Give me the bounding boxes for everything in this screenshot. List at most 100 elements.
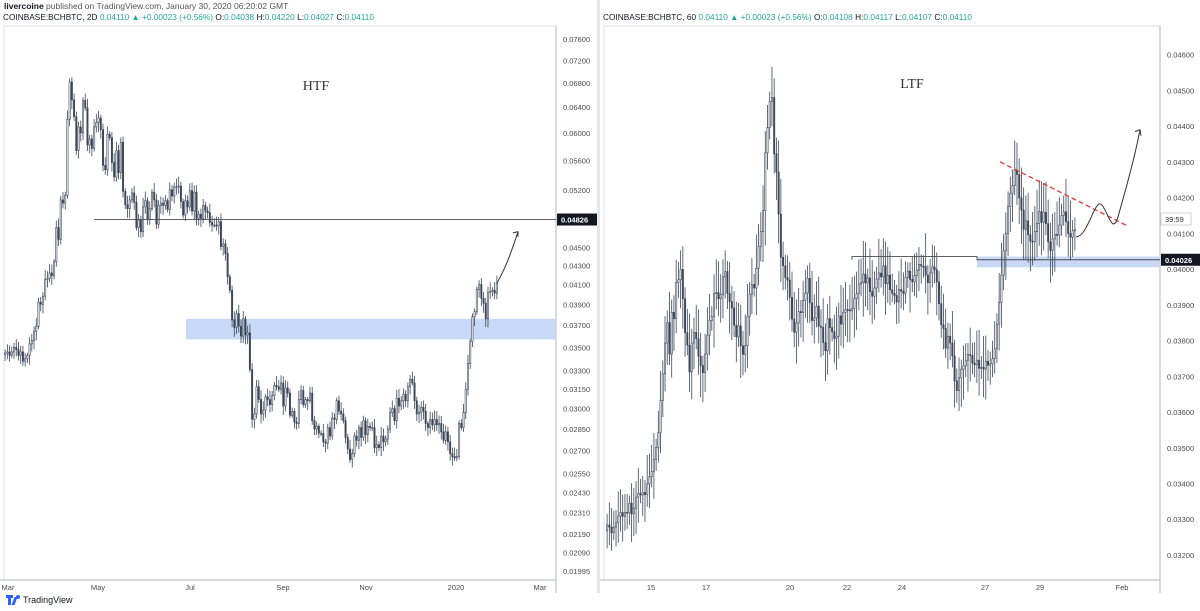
htf-candle: [426, 423, 429, 428]
htf-x-tick-label: 2020: [448, 583, 465, 592]
ltf-candle: [853, 298, 856, 310]
htf-symbol[interactable]: COINBASE:BCHBTC, 2D: [3, 12, 98, 22]
htf-candle: [68, 81, 71, 120]
tradingview-logo-text: TradingView: [23, 595, 73, 605]
ltf-y-tick-label: 0.03200: [1167, 551, 1194, 560]
htf-candle: [153, 191, 156, 201]
htf-candlestick-chart[interactable]: 0.07600 0.07200 0.06800 0.06400 0.06000 0.056…: [0, 12, 597, 594]
tradingview-logo-icon: [6, 595, 20, 605]
htf-candle: [311, 392, 314, 422]
ltf-candle: [875, 278, 878, 289]
ltf-candle: [857, 283, 860, 295]
htf-chart-panel[interactable]: COINBASE:BCHBTC, 2D 0.04110 ▲ +0.00023 (…: [0, 12, 597, 594]
ltf-candle: [866, 277, 869, 284]
ltf-candle: [840, 315, 842, 325]
htf-candle: [157, 205, 160, 225]
ltf-candle: [724, 271, 727, 278]
htf-candle: [26, 355, 29, 360]
ltf-candle: [690, 342, 693, 373]
htf-candle: [280, 382, 283, 390]
ltf-ohlc-legend: COINBASE:BCHBTC, 60 0.04110 ▲ +0.00023 (…: [603, 12, 973, 22]
htf-x-tick-label: May: [91, 583, 105, 592]
htf-high: 0.04220: [264, 12, 295, 22]
ltf-y-tick-label: 0.03400: [1167, 479, 1194, 488]
ltf-candle: [1069, 233, 1072, 238]
ltf-candle: [710, 316, 713, 321]
ltf-candle: [920, 264, 923, 267]
ltf-candle: [855, 293, 858, 300]
htf-candle: [208, 212, 211, 223]
htf-candle: [409, 378, 412, 388]
ltf-candle: [646, 483, 649, 495]
ltf-candlestick-chart[interactable]: 0.04600 0.04500 0.04400 0.04300 0.04200 0.041…: [600, 12, 1200, 594]
ltf-candle: [770, 97, 773, 102]
htf-candle: [306, 399, 309, 402]
ltf-candle: [848, 309, 851, 312]
ltf-x-tick-label: 29: [1036, 583, 1044, 592]
htf-y-tick-label: 0.04500: [563, 243, 590, 252]
htf-y-tick-label: 0.07200: [563, 56, 590, 65]
ltf-candle: [615, 522, 617, 528]
htf-candle: [464, 388, 467, 413]
ltf-candle: [1053, 234, 1056, 240]
ltf-candle: [668, 322, 671, 355]
ltf-y-tick-label: 0.03300: [1167, 515, 1194, 524]
htf-y-tick-label: 0.02310: [563, 509, 590, 518]
ltf-candle: [750, 284, 753, 295]
htf-candle: [17, 349, 20, 356]
ltf-candle: [704, 353, 707, 373]
htf-candle: [41, 295, 44, 305]
ltf-candle: [1062, 211, 1065, 216]
htf-x-tick-label: Mar: [2, 583, 15, 592]
ltf-candle: [1007, 206, 1010, 234]
ltf-countdown-bg: [1160, 212, 1192, 226]
htf-candle: [333, 417, 336, 420]
htf-x-tick-label: Nov: [359, 583, 373, 592]
htf-candle: [391, 408, 394, 413]
ltf-candle: [1024, 220, 1027, 230]
htf-candle: [371, 427, 374, 429]
htf-candle: [211, 222, 214, 226]
ltf-y-tick-label: 0.04300: [1167, 158, 1194, 167]
htf-candle: [242, 318, 245, 337]
htf-candle: [102, 129, 104, 166]
ltf-candle: [784, 265, 787, 278]
ltf-candle: [973, 362, 976, 366]
ltf-candle: [1038, 211, 1041, 224]
ltf-candle: [775, 153, 778, 173]
ltf-chart-panel[interactable]: COINBASE:BCHBTC, 60 0.04110 ▲ +0.00023 (…: [600, 12, 1200, 594]
ltf-x-tick-label: 27: [981, 583, 989, 592]
ltf-candle: [675, 282, 678, 320]
htf-candle: [440, 423, 443, 433]
htf-candle: [415, 400, 418, 415]
htf-candle: [46, 278, 49, 280]
htf-candle: [97, 117, 100, 123]
ltf-candle: [764, 152, 767, 211]
ltf-candle: [909, 270, 912, 280]
htf-candle: [482, 297, 485, 304]
htf-candle: [44, 279, 47, 297]
ltf-candle: [648, 476, 651, 485]
ltf-horizontal-level: [851, 256, 1160, 261]
htf-candle: [79, 126, 82, 134]
ltf-candle: [737, 325, 740, 338]
ltf-open: 0.04108: [822, 12, 853, 22]
htf-candle: [342, 413, 345, 422]
htf-candle: [240, 325, 242, 337]
tradingview-logo[interactable]: TradingView: [6, 595, 73, 605]
htf-candle: [475, 288, 478, 312]
htf-candle: [389, 412, 392, 430]
htf-candle: [148, 208, 151, 220]
htf-candle: [257, 386, 260, 400]
htf-candle: [171, 189, 173, 197]
htf-candle: [422, 407, 425, 412]
htf-candle: [195, 191, 198, 219]
ltf-symbol[interactable]: COINBASE:BCHBTC, 60: [603, 12, 697, 22]
htf-candle: [28, 343, 31, 356]
ltf-candle: [606, 524, 609, 532]
publisher-user[interactable]: livercoine: [4, 1, 44, 11]
ltf-projection-arrowhead: [1134, 128, 1142, 136]
footer: TradingView: [0, 593, 1200, 611]
htf-candle: [495, 283, 498, 294]
htf-candle: [458, 423, 461, 457]
